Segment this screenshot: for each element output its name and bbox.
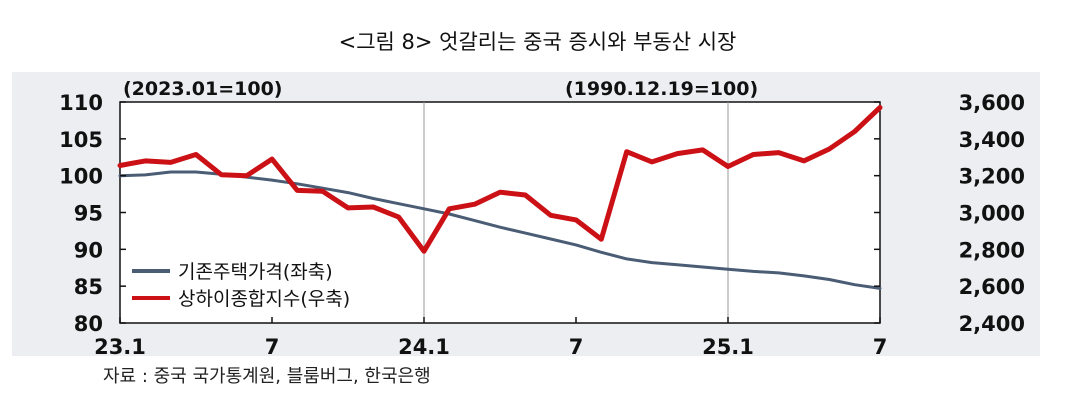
point-shanghai xyxy=(245,174,248,177)
x-axis-tick-label: 24.1 xyxy=(398,335,450,359)
point-shanghai xyxy=(347,207,349,209)
point-shanghai xyxy=(144,160,147,162)
right-axis-tick-label: 2,800 xyxy=(959,238,1025,262)
point-shanghai xyxy=(879,106,881,109)
point-shanghai xyxy=(777,151,780,154)
plot-frame-layer xyxy=(119,101,881,324)
source-note: 자료 : 중국 국가통계원, 블룸버그, 한국은행 xyxy=(103,366,431,387)
point-housing xyxy=(144,174,147,176)
point-housing xyxy=(777,272,780,274)
point-housing xyxy=(803,275,805,277)
point-housing xyxy=(575,244,577,246)
chart-title: <그림 8> 엇갈리는 중국 증시와 부동산 시장 xyxy=(338,30,737,54)
right-axis-tick-label: 2,600 xyxy=(959,275,1025,299)
left-axis-tick-label: 90 xyxy=(74,238,103,262)
plot-area xyxy=(119,101,881,324)
point-housing xyxy=(296,182,299,185)
legend-label-housing: 기존주택가격(좌축) xyxy=(178,261,333,283)
point-housing xyxy=(473,219,476,222)
point-shanghai xyxy=(169,161,172,164)
left-axis-tick-label: 85 xyxy=(74,275,103,299)
point-housing xyxy=(828,278,831,281)
point-shanghai xyxy=(296,189,299,192)
point-shanghai xyxy=(625,150,628,153)
point-housing xyxy=(625,258,628,260)
point-housing xyxy=(321,187,324,189)
point-shanghai xyxy=(220,173,223,176)
point-shanghai xyxy=(321,190,324,193)
point-housing xyxy=(195,171,197,173)
point-shanghai xyxy=(701,149,704,151)
right-axis-tick-label: 3,600 xyxy=(959,91,1025,115)
right-axis-tick-label: 3,000 xyxy=(959,202,1025,226)
point-shanghai xyxy=(448,208,451,210)
point-shanghai xyxy=(372,206,375,208)
point-shanghai xyxy=(397,216,400,218)
point-housing xyxy=(853,283,856,286)
point-housing xyxy=(600,251,603,254)
point-housing xyxy=(651,261,653,264)
point-housing xyxy=(676,264,679,266)
x-axis-tick-label: 23.1 xyxy=(94,335,146,359)
left-axis-tick-label: 110 xyxy=(59,91,103,115)
point-housing xyxy=(727,268,729,271)
grid-layer xyxy=(423,102,729,323)
left-axis-tick-label: 95 xyxy=(74,202,103,226)
point-shanghai xyxy=(651,161,653,163)
point-shanghai xyxy=(600,238,603,241)
right-axis-tick-label: 2,400 xyxy=(959,312,1025,336)
point-shanghai xyxy=(119,164,121,167)
legend: 기존주택가격(좌축) 상하이종합지수(우축) xyxy=(132,261,350,310)
x-axis-tick-label: 7 xyxy=(265,335,280,359)
point-housing xyxy=(499,226,501,229)
point-housing xyxy=(397,202,400,205)
axis-layer: 80 85 90 95 100 105 110 2,400 2,600 2,800 3,000 3,2… xyxy=(59,91,1025,359)
point-housing xyxy=(879,287,881,290)
point-housing xyxy=(347,191,349,194)
left-axis-note: (2023.01=100) xyxy=(123,78,283,100)
series-layer xyxy=(117,105,883,290)
point-shanghai xyxy=(524,194,527,196)
point-housing xyxy=(271,179,273,181)
point-housing xyxy=(549,238,552,240)
x-axis-tick-label: 25.1 xyxy=(702,335,754,359)
point-housing xyxy=(169,171,172,173)
point-housing xyxy=(372,197,375,200)
right-axis-tick-label: 3,400 xyxy=(959,128,1025,152)
point-shanghai xyxy=(271,158,273,160)
point-shanghai xyxy=(676,152,679,155)
x-axis-tick-label: 7 xyxy=(873,335,888,359)
point-housing xyxy=(423,208,425,210)
point-shanghai xyxy=(853,130,856,133)
point-shanghai xyxy=(727,165,729,168)
left-axis-tick-label: 100 xyxy=(59,165,103,189)
point-shanghai xyxy=(549,214,552,217)
legend-label-shanghai: 상하이종합지수(우축) xyxy=(178,288,350,310)
point-shanghai xyxy=(423,250,425,252)
point-shanghai xyxy=(828,148,831,150)
right-axis-note: (1990.12.19=100) xyxy=(565,78,758,100)
point-shanghai xyxy=(575,219,577,221)
point-housing xyxy=(524,232,527,234)
point-housing xyxy=(752,270,755,273)
point-shanghai xyxy=(803,160,805,162)
point-shanghai xyxy=(752,153,755,156)
left-axis-tick-label: 105 xyxy=(59,128,103,152)
point-shanghai xyxy=(499,191,501,194)
point-housing xyxy=(701,266,704,268)
x-axis-tick-label: 7 xyxy=(569,335,584,359)
right-axis-tick-label: 3,200 xyxy=(959,165,1025,189)
left-axis-tick-label: 80 xyxy=(74,312,103,336)
point-shanghai xyxy=(473,203,476,206)
point-shanghai xyxy=(195,153,197,156)
